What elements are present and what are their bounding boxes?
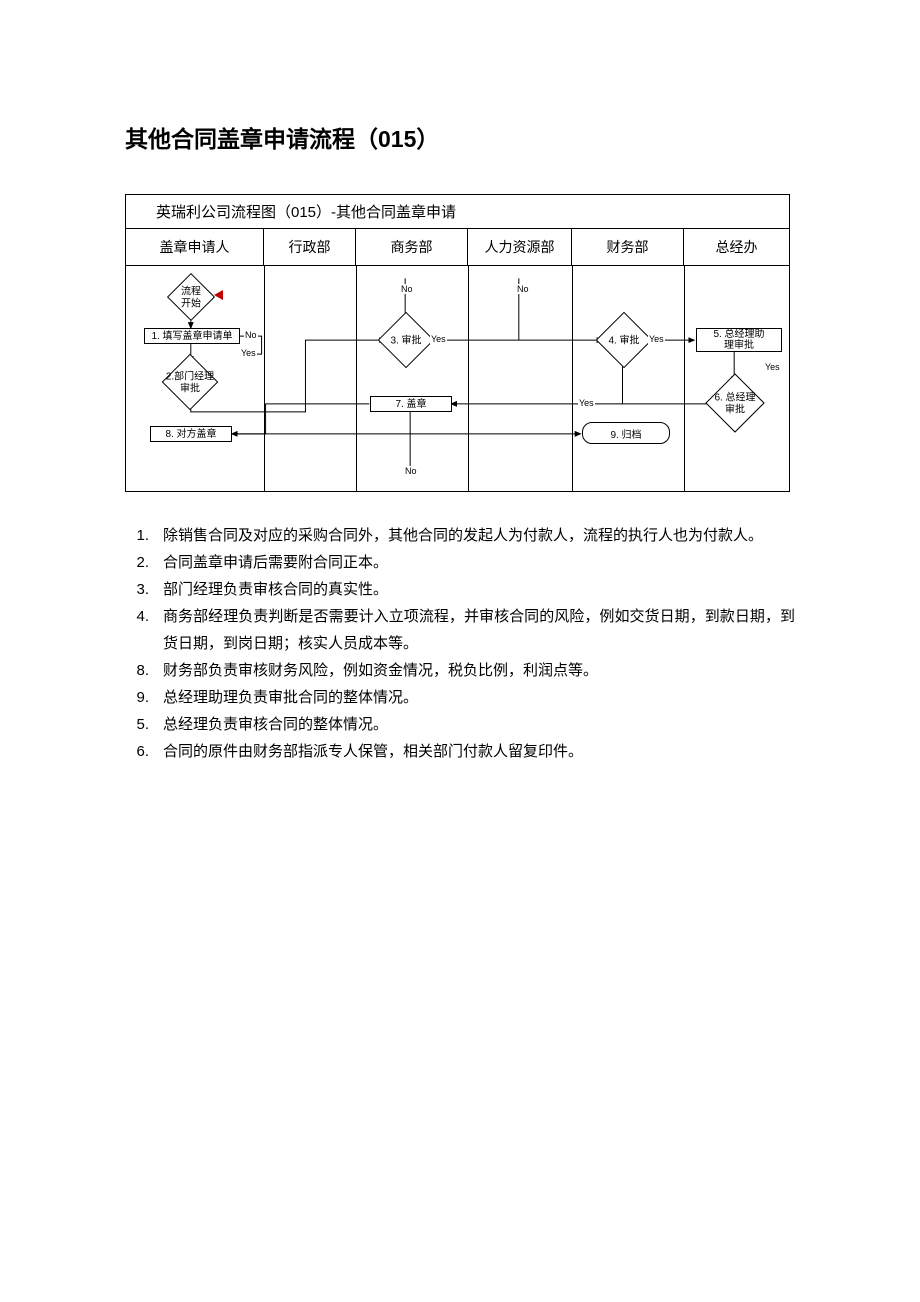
- note-item: 2.合同盖章申请后需要附合同正本。: [125, 549, 795, 576]
- lane-divider: [468, 266, 469, 491]
- note-item: 4.商务部经理负责判断是否需要计入立项流程，并审核合同的风险，例如交货日期，到款…: [125, 603, 795, 657]
- flowchart-body: 流程开始 1. 填写盖章申请单 2.部门经理审批 3. 审批 4. 审批 5. 总经理助理…: [126, 266, 789, 491]
- lane-header: 盖章申请人: [126, 229, 264, 265]
- flow-node-n3: 3. 审批: [378, 312, 435, 369]
- page-title: 其他合同盖章申请流程（015）: [125, 120, 795, 154]
- lane-header: 人力资源部: [468, 229, 572, 265]
- edge-label: Yes: [764, 362, 781, 372]
- edge-label: Yes: [240, 348, 257, 358]
- lane-header: 总经办: [684, 229, 789, 265]
- edge-label: No: [244, 330, 258, 340]
- flowchart-edges: [126, 266, 789, 491]
- lane-divider: [572, 266, 573, 491]
- flow-node-n8: 8. 对方盖章: [150, 426, 232, 442]
- flow-node-n9: 9. 归档: [582, 422, 670, 444]
- flow-node-n1: 1. 填写盖章申请单: [144, 328, 240, 344]
- note-item: 5.总经理负责审核合同的整体情况。: [125, 711, 795, 738]
- edge-label: No: [516, 284, 530, 294]
- edge-label: Yes: [648, 334, 665, 344]
- lane-header: 财务部: [572, 229, 684, 265]
- flow-node-n4: 4. 审批: [596, 312, 653, 369]
- edge-label: Yes: [430, 334, 447, 344]
- note-item: 9.总经理助理负责审批合同的整体情况。: [125, 684, 795, 711]
- notes-list: 1.除销售合同及对应的采购合同外，其他合同的发起人为付款人，流程的执行人也为付款…: [125, 522, 795, 765]
- note-item: 6.合同的原件由财务部指派专人保管，相关部门付款人留复印件。: [125, 738, 795, 765]
- note-item: 1.除销售合同及对应的采购合同外，其他合同的发起人为付款人，流程的执行人也为付款…: [125, 522, 795, 549]
- edge-label: No: [400, 284, 414, 294]
- note-item: 3.部门经理负责审核合同的真实性。: [125, 576, 795, 603]
- flow-node-n6: 6. 总经理审批: [705, 373, 764, 432]
- lane-headers: 盖章申请人 行政部 商务部 人力资源部 财务部 总经办: [126, 229, 789, 266]
- note-item: 8.财务部负责审核财务风险，例如资金情况，税负比例，利润点等。: [125, 657, 795, 684]
- flow-node-n7: 7. 盖章: [370, 396, 452, 412]
- lane-divider: [264, 266, 265, 491]
- lane-header: 商务部: [356, 229, 468, 265]
- lane-divider: [684, 266, 685, 491]
- edge-label: Yes: [578, 398, 595, 408]
- lane-header: 行政部: [264, 229, 356, 265]
- start-marker-icon: [214, 290, 223, 300]
- flowchart-container: 英瑞利公司流程图（015）-其他合同盖章申请 盖章申请人 行政部 商务部 人力资…: [125, 194, 790, 492]
- lane-divider: [356, 266, 357, 491]
- flow-node-start: 流程开始: [167, 273, 215, 321]
- edge-label: No: [404, 466, 418, 476]
- flow-node-n5: 5. 总经理助理审批: [696, 328, 782, 352]
- flow-node-n2: 2.部门经理审批: [162, 354, 219, 411]
- flowchart-title: 英瑞利公司流程图（015）-其他合同盖章申请: [126, 195, 789, 229]
